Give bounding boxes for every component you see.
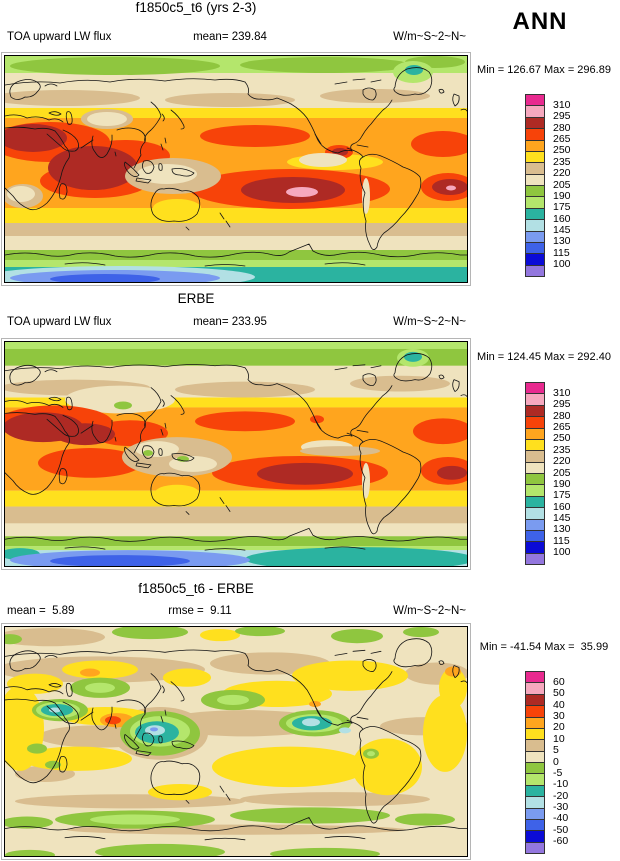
colorbar-tick-label: 145 — [553, 512, 571, 524]
colorbar-tick-label: -50 — [553, 823, 569, 836]
colorbar-tick-label: 220 — [553, 455, 571, 468]
diff-map-plot — [5, 627, 467, 856]
colorbar-tick-label: 30 — [553, 710, 565, 722]
colorbar-tick-label: 20 — [553, 721, 565, 734]
model-map-plot — [5, 56, 467, 282]
colorbar-tick-label: 100 — [553, 546, 571, 559]
colorbar-tick-label: -30 — [553, 801, 569, 813]
colorbar-swatch — [525, 264, 545, 277]
colorbar-tick-label: -40 — [553, 812, 569, 825]
season-label: ANN — [512, 8, 568, 35]
colorbar-tick-label: 205 — [553, 178, 571, 191]
colorbar-tick-label: 265 — [553, 133, 571, 145]
colorbar-tick-label: -5 — [553, 766, 563, 779]
obs-mean-label: mean= 233.95 — [193, 316, 267, 328]
diff-map — [1, 623, 471, 860]
obs-minmax-label: Min = 124.45 Max = 292.40 — [477, 351, 611, 363]
colorbar-tick-label: 5 — [553, 744, 559, 757]
colorbar-tick-label: 310 — [553, 98, 571, 111]
colorbar-tick-label: 40 — [553, 698, 565, 711]
colorbar-tick-label: -10 — [553, 778, 569, 791]
obs-title: ERBE — [177, 291, 215, 306]
colorbar-tick-label: -20 — [553, 789, 569, 802]
colorbar-swatch — [525, 552, 545, 565]
colorbar-tick-label: 250 — [553, 144, 571, 157]
colorbar-tick-label: 160 — [553, 500, 571, 513]
colorbar-tick-label: 100 — [553, 258, 571, 271]
colorbar-tick-label: 295 — [553, 398, 571, 411]
colorbar-tick-label: 190 — [553, 189, 571, 202]
colorbar-tick-label: 175 — [553, 489, 571, 502]
colorbar-tick-label: 280 — [553, 121, 571, 134]
colorbar-tick-label: 130 — [553, 523, 571, 536]
colorbar-tick-label: 115 — [553, 534, 570, 547]
colorbar-tick-label: 295 — [553, 110, 571, 123]
colorbar-tick-label: 10 — [553, 732, 565, 745]
colorbar-tick-label: 310 — [553, 386, 571, 399]
colorbar-tick-label: 280 — [553, 409, 571, 422]
diff-colorbar: 60 50 40 30 20 10 5 0 -5 -10 -20 -30 -40 -50 -60 — [525, 671, 595, 854]
colorbar-tick-label: 205 — [553, 466, 571, 479]
colorbar-tick-label: 50 — [553, 687, 565, 700]
model-map — [1, 52, 471, 286]
colorbar-tick-label: 190 — [553, 477, 571, 490]
diff-mean-label: mean = 5.89 — [7, 605, 75, 617]
colorbar-tick-label: 115 — [553, 246, 570, 259]
obs-map — [1, 338, 471, 570]
diff-units-label: W/m~S~2~N~ — [393, 605, 466, 617]
model-mean-label: mean= 239.84 — [193, 31, 267, 43]
colorbar-tick-label: 0 — [553, 755, 559, 768]
diff-rmse-label: rmse = 9.11 — [168, 605, 232, 617]
colorbar-tick-label: 175 — [553, 201, 571, 214]
model-variable-label: TOA upward LW flux — [7, 31, 112, 43]
colorbar-tick-label: 220 — [553, 167, 571, 180]
model-units-label: W/m~S~2~N~ — [393, 31, 466, 43]
colorbar-tick-label: 235 — [553, 443, 571, 456]
colorbar-tick-label: 60 — [553, 675, 565, 688]
colorbar-swatch — [525, 841, 545, 854]
colorbar-tick-label: -60 — [553, 835, 569, 848]
colorbar-tick-label: 265 — [553, 421, 571, 433]
obs-colorbar: 310 295 280 265 250 235 220 205 190 175 160 145 130 1… — [525, 382, 595, 565]
obs-variable-label: TOA upward LW flux — [7, 316, 112, 328]
obs-units-label: W/m~S~2~N~ — [393, 316, 466, 328]
colorbar-tick-label: 250 — [553, 432, 571, 445]
colorbar-tick-label: 160 — [553, 212, 571, 225]
model-minmax-label: Min = 126.67 Max = 296.89 — [477, 64, 611, 76]
colorbar-tick-label: 145 — [553, 224, 571, 236]
diff-title: f1850c5_t6 - ERBE — [138, 581, 254, 596]
diff-minmax-label: Min = -41.54 Max = 35.99 — [479, 641, 609, 653]
colorbar-tick-label: 235 — [553, 155, 571, 168]
model-colorbar: 310 295 280 265 250 235 220 205 190 175 160 145 130 1… — [525, 94, 595, 277]
model-title: f1850c5_t6 (yrs 2-3) — [135, 0, 257, 15]
colorbar-tick-label: 130 — [553, 235, 571, 248]
obs-map-plot — [5, 342, 467, 566]
